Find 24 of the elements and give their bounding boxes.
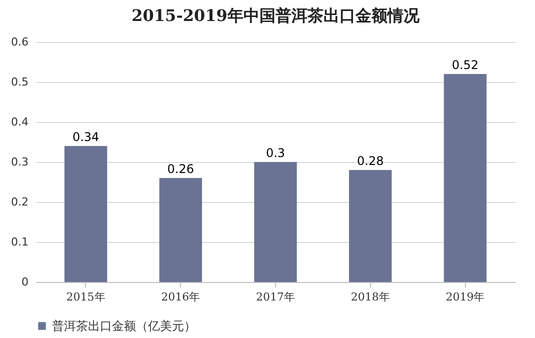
data-label: 0.26 bbox=[167, 162, 194, 176]
data-label: 0.52 bbox=[452, 58, 479, 72]
legend-label: 普洱茶出口金额（亿美元） bbox=[52, 319, 196, 333]
bar bbox=[159, 178, 202, 282]
y-tick-label: 0 bbox=[22, 276, 28, 288]
y-tick-label: 0.1 bbox=[11, 236, 28, 248]
bar bbox=[349, 170, 392, 282]
y-tick-label: 0.2 bbox=[11, 196, 28, 208]
x-tick-label: 2016年 bbox=[161, 290, 200, 304]
x-tick-label: 2017年 bbox=[256, 290, 295, 304]
data-label: 0.34 bbox=[72, 130, 100, 144]
bar bbox=[254, 162, 297, 282]
data-label: 0.28 bbox=[356, 154, 384, 168]
bar bbox=[444, 74, 487, 282]
y-tick-label: 0.3 bbox=[11, 156, 28, 168]
x-tick-label: 2018年 bbox=[350, 290, 390, 304]
data-label: 0.3 bbox=[266, 146, 286, 160]
x-tick-label: 2015年 bbox=[66, 290, 106, 304]
bar bbox=[64, 146, 108, 282]
y-tick-label: 0.4 bbox=[11, 116, 28, 128]
y-tick-label: 0.5 bbox=[11, 76, 28, 88]
y-tick-label: 0.6 bbox=[11, 36, 28, 48]
x-tick-label: 2019年 bbox=[446, 290, 485, 304]
chart-title: 2015-2019年中国普洱茶出口金额情况 bbox=[132, 6, 420, 25]
